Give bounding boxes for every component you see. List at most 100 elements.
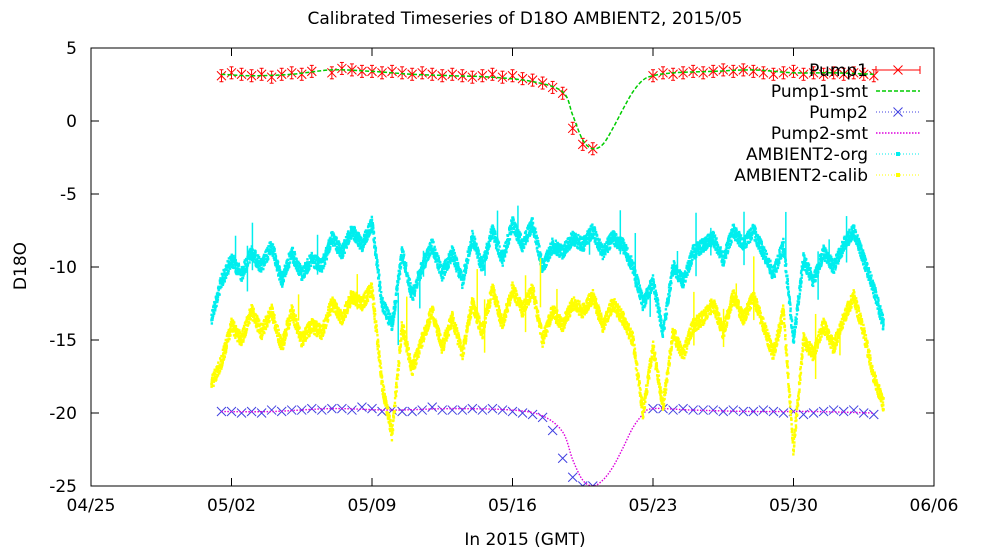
data-point bbox=[356, 234, 359, 237]
data-point bbox=[447, 69, 458, 80]
data-point bbox=[686, 272, 689, 275]
data-point bbox=[662, 320, 666, 323]
data-point bbox=[305, 269, 308, 272]
data-point bbox=[826, 251, 830, 255]
data-point bbox=[502, 259, 506, 262]
data-point bbox=[862, 257, 865, 260]
data-point bbox=[847, 237, 851, 240]
data-point bbox=[226, 264, 229, 267]
data-point bbox=[306, 258, 309, 261]
data-point bbox=[493, 230, 497, 234]
data-point bbox=[864, 267, 867, 270]
data-point bbox=[475, 252, 478, 255]
data-point bbox=[658, 306, 661, 310]
data-point bbox=[699, 252, 703, 255]
data-point bbox=[334, 242, 337, 245]
data-point bbox=[399, 267, 402, 270]
data-point bbox=[724, 253, 728, 257]
data-point bbox=[813, 269, 817, 272]
data-point bbox=[563, 241, 567, 244]
data-point bbox=[397, 281, 400, 284]
data-point bbox=[796, 307, 799, 310]
data-point bbox=[495, 245, 498, 248]
data-point bbox=[510, 219, 513, 223]
data-point bbox=[503, 244, 506, 248]
data-point bbox=[776, 258, 779, 261]
data-point bbox=[335, 237, 338, 240]
data-point bbox=[803, 256, 806, 260]
data-point bbox=[544, 254, 547, 257]
data-point bbox=[358, 234, 361, 237]
data-point bbox=[256, 69, 267, 80]
data-point bbox=[290, 250, 293, 254]
data-point bbox=[653, 283, 656, 287]
data-point bbox=[782, 255, 786, 258]
data-point bbox=[786, 274, 789, 277]
data-point bbox=[340, 244, 344, 247]
data-point bbox=[620, 247, 624, 250]
data-point bbox=[371, 223, 375, 227]
data-point bbox=[669, 287, 672, 290]
data-point bbox=[639, 293, 642, 296]
data-point bbox=[593, 227, 597, 230]
data-point bbox=[346, 233, 349, 236]
data-point bbox=[651, 288, 654, 291]
data-point bbox=[734, 234, 738, 237]
data-point bbox=[786, 286, 790, 289]
data-point bbox=[307, 263, 310, 266]
data-point bbox=[394, 307, 397, 311]
data-point bbox=[623, 241, 626, 245]
data-point bbox=[374, 249, 377, 252]
data-point bbox=[775, 270, 778, 273]
data-point bbox=[227, 272, 230, 275]
data-point bbox=[378, 284, 382, 287]
data-point bbox=[435, 254, 439, 258]
data-point bbox=[381, 297, 384, 300]
data-point bbox=[397, 67, 407, 78]
data-point bbox=[635, 285, 639, 289]
data-point bbox=[252, 260, 255, 263]
data-point bbox=[391, 324, 394, 328]
data-point bbox=[611, 239, 615, 243]
data-point bbox=[529, 227, 533, 231]
data-point bbox=[320, 270, 324, 273]
data-point bbox=[337, 246, 340, 250]
data-point bbox=[276, 262, 280, 266]
data-point bbox=[419, 276, 422, 280]
data-point bbox=[401, 249, 404, 252]
data-point bbox=[297, 267, 300, 271]
data-point bbox=[635, 273, 639, 277]
data-point bbox=[570, 244, 573, 247]
data-point bbox=[264, 261, 267, 264]
data-point bbox=[531, 217, 534, 220]
data-point bbox=[489, 237, 493, 241]
data-point bbox=[838, 69, 849, 80]
data-point bbox=[396, 287, 399, 290]
data-point bbox=[633, 273, 636, 277]
data-point bbox=[376, 264, 380, 267]
data-point bbox=[690, 262, 693, 265]
data-point bbox=[660, 327, 663, 330]
data-point bbox=[449, 256, 453, 260]
data-point bbox=[590, 232, 593, 236]
data-point bbox=[644, 293, 647, 296]
data-point bbox=[840, 254, 844, 257]
data-point bbox=[472, 239, 475, 242]
data-point bbox=[601, 257, 605, 261]
data-point bbox=[459, 272, 462, 276]
data-point bbox=[757, 239, 761, 242]
data-point bbox=[222, 282, 225, 285]
data-point bbox=[386, 307, 389, 310]
data-point bbox=[748, 240, 752, 244]
data-point bbox=[274, 258, 278, 261]
data-point bbox=[484, 251, 488, 255]
data-point bbox=[614, 237, 618, 241]
data-point bbox=[878, 307, 882, 310]
data-point bbox=[594, 230, 598, 234]
data-point bbox=[583, 244, 587, 247]
data-point bbox=[515, 227, 519, 230]
data-point bbox=[453, 258, 457, 262]
series-pump2 bbox=[216, 402, 879, 486]
data-point bbox=[252, 254, 256, 258]
data-point bbox=[272, 246, 276, 250]
